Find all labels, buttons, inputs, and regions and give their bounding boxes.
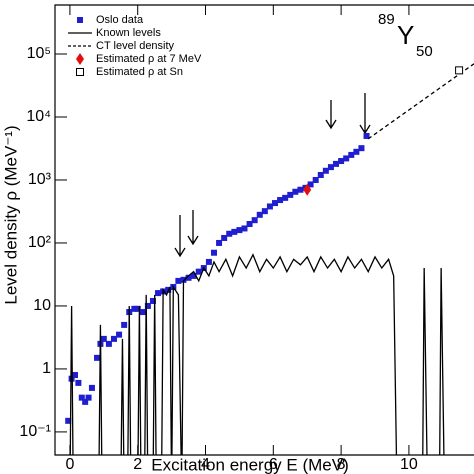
data-point [317, 171, 324, 178]
data-point [246, 221, 253, 228]
data-point [338, 158, 345, 165]
x-tick-label: 2 [133, 456, 142, 473]
data-point [116, 331, 123, 338]
y-tick-label: 10⁴ [26, 108, 51, 125]
y-tick-label: 10² [28, 234, 52, 251]
x-tick-label: 8 [337, 456, 346, 473]
data-point [292, 188, 299, 195]
data-point [353, 148, 360, 155]
data-point [277, 197, 284, 204]
data-point [144, 302, 151, 309]
data-point [78, 394, 85, 401]
data-point [312, 176, 319, 183]
data-point [343, 155, 350, 162]
data-point [272, 200, 279, 207]
mass-number: 89 [378, 11, 395, 28]
data-point [210, 249, 217, 256]
series-line [367, 63, 474, 140]
x-tick-label: 6 [269, 456, 278, 473]
x-tick-label: 4 [201, 456, 210, 473]
y-tick-label: 10 [33, 297, 51, 314]
data-point [216, 239, 223, 246]
data-point [68, 375, 75, 382]
data-point [155, 290, 162, 297]
arrows [174, 93, 371, 258]
data-point [261, 208, 268, 215]
x-tick-label: 0 [65, 456, 74, 473]
nucleus-label: 89 Y 50 [378, 11, 433, 60]
data-point [358, 145, 365, 152]
x-tick-label: 10 [400, 456, 418, 473]
data-point [105, 340, 112, 347]
data-point [82, 398, 89, 405]
legend-swatch [77, 17, 83, 23]
axes-frame [54, 4, 474, 456]
data-point [256, 211, 263, 218]
data-point [88, 384, 95, 391]
y-tick-label: 1 [42, 360, 51, 377]
data-point [455, 66, 464, 75]
y-axis-title: Level density ρ (MeV⁻¹) [1, 125, 20, 304]
legend-label: Known levels [96, 27, 161, 39]
y-tick-label: 10⁵ [27, 45, 51, 62]
data-point [266, 203, 273, 210]
data-point [185, 274, 192, 281]
data-point [226, 230, 233, 237]
data-point [236, 227, 243, 234]
data-point [131, 305, 138, 312]
data-point [287, 191, 294, 198]
legend-swatch [76, 68, 84, 76]
data-point [282, 194, 289, 201]
data-point [85, 394, 92, 401]
data-point [94, 354, 101, 361]
data-point [241, 225, 248, 232]
data-point [100, 335, 107, 342]
data-point [110, 335, 117, 342]
data-point [363, 132, 370, 139]
y-tick-label: 10⁻¹ [19, 423, 51, 440]
data-point [134, 305, 141, 312]
data-point [327, 164, 334, 171]
data-point [348, 151, 355, 158]
plot-area [65, 63, 474, 455]
data-point [121, 321, 128, 328]
legend-label: Estimated ρ at Sn [96, 66, 183, 78]
legend-label: Oslo data [96, 14, 144, 26]
data-point [205, 258, 212, 265]
data-point [221, 234, 228, 241]
x-axis-title: Excitation energy E (MeV) [151, 455, 348, 474]
data-point [333, 160, 340, 167]
data-point [297, 186, 304, 193]
data-point [307, 181, 314, 188]
x-axis-title-group: Excitation energy E (MeV) [151, 455, 348, 474]
data-point [322, 167, 329, 174]
data-point [72, 372, 79, 379]
neutron-number: 50 [416, 43, 433, 60]
data-point [190, 272, 197, 279]
data-point [303, 183, 312, 196]
data-point [175, 277, 182, 284]
data-point [149, 297, 156, 304]
element-symbol: Y [397, 20, 414, 50]
legend-label: CT level density [96, 40, 175, 52]
series-line [69, 253, 445, 455]
data-point [65, 417, 72, 424]
data-point [180, 276, 187, 283]
data-point [139, 309, 146, 316]
legend-swatch [76, 53, 84, 65]
data-point [75, 379, 82, 386]
data-point [231, 228, 238, 235]
y-tick-label: 10³ [28, 171, 52, 188]
data-point [251, 217, 258, 224]
data-point [195, 268, 202, 275]
legend-label: Estimated ρ at 7 MeV [96, 53, 202, 65]
